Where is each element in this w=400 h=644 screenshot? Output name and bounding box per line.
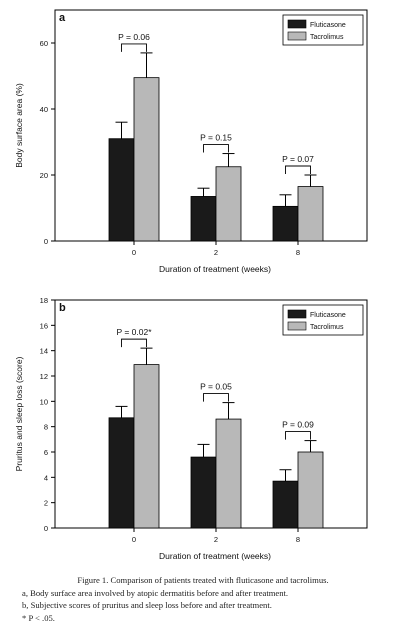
y-axis-label: Pruritus and sleep loss (score) bbox=[14, 356, 24, 471]
y-tick-label: 6 bbox=[44, 448, 48, 457]
legend: Fluticasone Tacrolimus bbox=[282, 304, 364, 336]
x-axis-label: Duration of treatment (weeks) bbox=[159, 551, 271, 561]
bar-tacrolimus bbox=[297, 186, 324, 242]
figure-caption: Figure 1. Comparison of patients treated… bbox=[22, 574, 384, 624]
y-axis-label: Body surface area (%) bbox=[14, 83, 24, 168]
caption-line-2: a, Body surface area involved by atopic … bbox=[22, 587, 289, 598]
x-tick-label: 2 bbox=[214, 248, 218, 257]
y-tick-label: 12 bbox=[40, 372, 48, 381]
y-tick-label: 20 bbox=[40, 171, 48, 180]
legend-label-fluticasone: Fluticasone bbox=[310, 22, 346, 29]
significance-bracket bbox=[285, 431, 311, 440]
significance-bracket bbox=[203, 393, 229, 402]
bar-fluticasone bbox=[108, 138, 135, 242]
bar-fluticasone bbox=[272, 480, 299, 529]
bar-tacrolimus bbox=[297, 451, 324, 529]
p-value-annotation: P = 0.02* bbox=[116, 327, 152, 337]
p-value-annotation: P = 0.09 bbox=[282, 420, 314, 430]
x-tick-label: 0 bbox=[132, 535, 136, 544]
p-value-annotation: P = 0.06 bbox=[118, 32, 150, 42]
y-tick-label: 0 bbox=[44, 524, 48, 533]
panel-b: b 0 2 4 6 8 10 12 14 16 18 Pruritus and sleep loss … bbox=[14, 296, 368, 561]
caption-line-3: b, Subjective scores of pruritus and sle… bbox=[22, 600, 272, 610]
x-tick-label: 8 bbox=[296, 535, 300, 544]
significance-bracket bbox=[121, 338, 147, 348]
bar-tacrolimus bbox=[133, 77, 160, 242]
legend-swatch-tacrolimus bbox=[287, 31, 307, 41]
p-value-annotation: P = 0.15 bbox=[200, 133, 232, 143]
significance-bracket bbox=[121, 43, 147, 52]
y-tick-label: 0 bbox=[44, 237, 48, 246]
bar-tacrolimus bbox=[133, 364, 160, 529]
panel-label: a bbox=[59, 12, 66, 24]
legend-label-fluticasone: Fluticasone bbox=[310, 312, 346, 319]
y-tick-label: 8 bbox=[44, 423, 48, 432]
y-tick-label: 16 bbox=[40, 321, 48, 330]
legend-swatch-tacrolimus bbox=[287, 321, 307, 331]
legend-swatch-fluticasone bbox=[287, 19, 307, 29]
significance-bracket bbox=[203, 144, 229, 153]
bar-fluticasone bbox=[108, 417, 135, 529]
bar-fluticasone bbox=[272, 205, 299, 242]
bar-tacrolimus bbox=[215, 418, 242, 529]
legend: Fluticasone Tacrolimus bbox=[282, 14, 364, 46]
y-tick-label: 14 bbox=[40, 347, 48, 356]
legend-label-tacrolimus: Tacrolimus bbox=[310, 324, 344, 331]
y-tick-label: 10 bbox=[40, 397, 48, 406]
x-axis-label: Duration of treatment (weeks) bbox=[159, 264, 271, 274]
panel-label: b bbox=[59, 302, 66, 314]
y-tick-label: 18 bbox=[40, 296, 48, 305]
legend-label-tacrolimus: Tacrolimus bbox=[310, 34, 344, 41]
y-tick-label: 60 bbox=[40, 39, 48, 48]
caption-line-1: Figure 1. Comparison of patients treated… bbox=[77, 575, 329, 585]
panel-a: a 0 20 40 60 Body surface area (%) 0 P = 0.06 2 P… bbox=[14, 9, 368, 274]
p-value-annotation: P = 0.07 bbox=[282, 154, 314, 164]
y-tick-label: 2 bbox=[44, 499, 48, 508]
caption-line-4: * P < .05. bbox=[22, 612, 55, 623]
bar-tacrolimus bbox=[215, 166, 242, 242]
y-tick-label: 40 bbox=[40, 105, 48, 114]
x-tick-label: 2 bbox=[214, 535, 218, 544]
p-value-annotation: P = 0.05 bbox=[200, 382, 232, 392]
x-tick-label: 8 bbox=[296, 248, 300, 257]
y-tick-label: 4 bbox=[44, 473, 48, 482]
bar-fluticasone bbox=[190, 456, 217, 529]
bar-fluticasone bbox=[190, 196, 217, 242]
x-tick-label: 0 bbox=[132, 248, 136, 257]
significance-bracket bbox=[285, 165, 311, 174]
legend-swatch-fluticasone bbox=[287, 309, 307, 319]
